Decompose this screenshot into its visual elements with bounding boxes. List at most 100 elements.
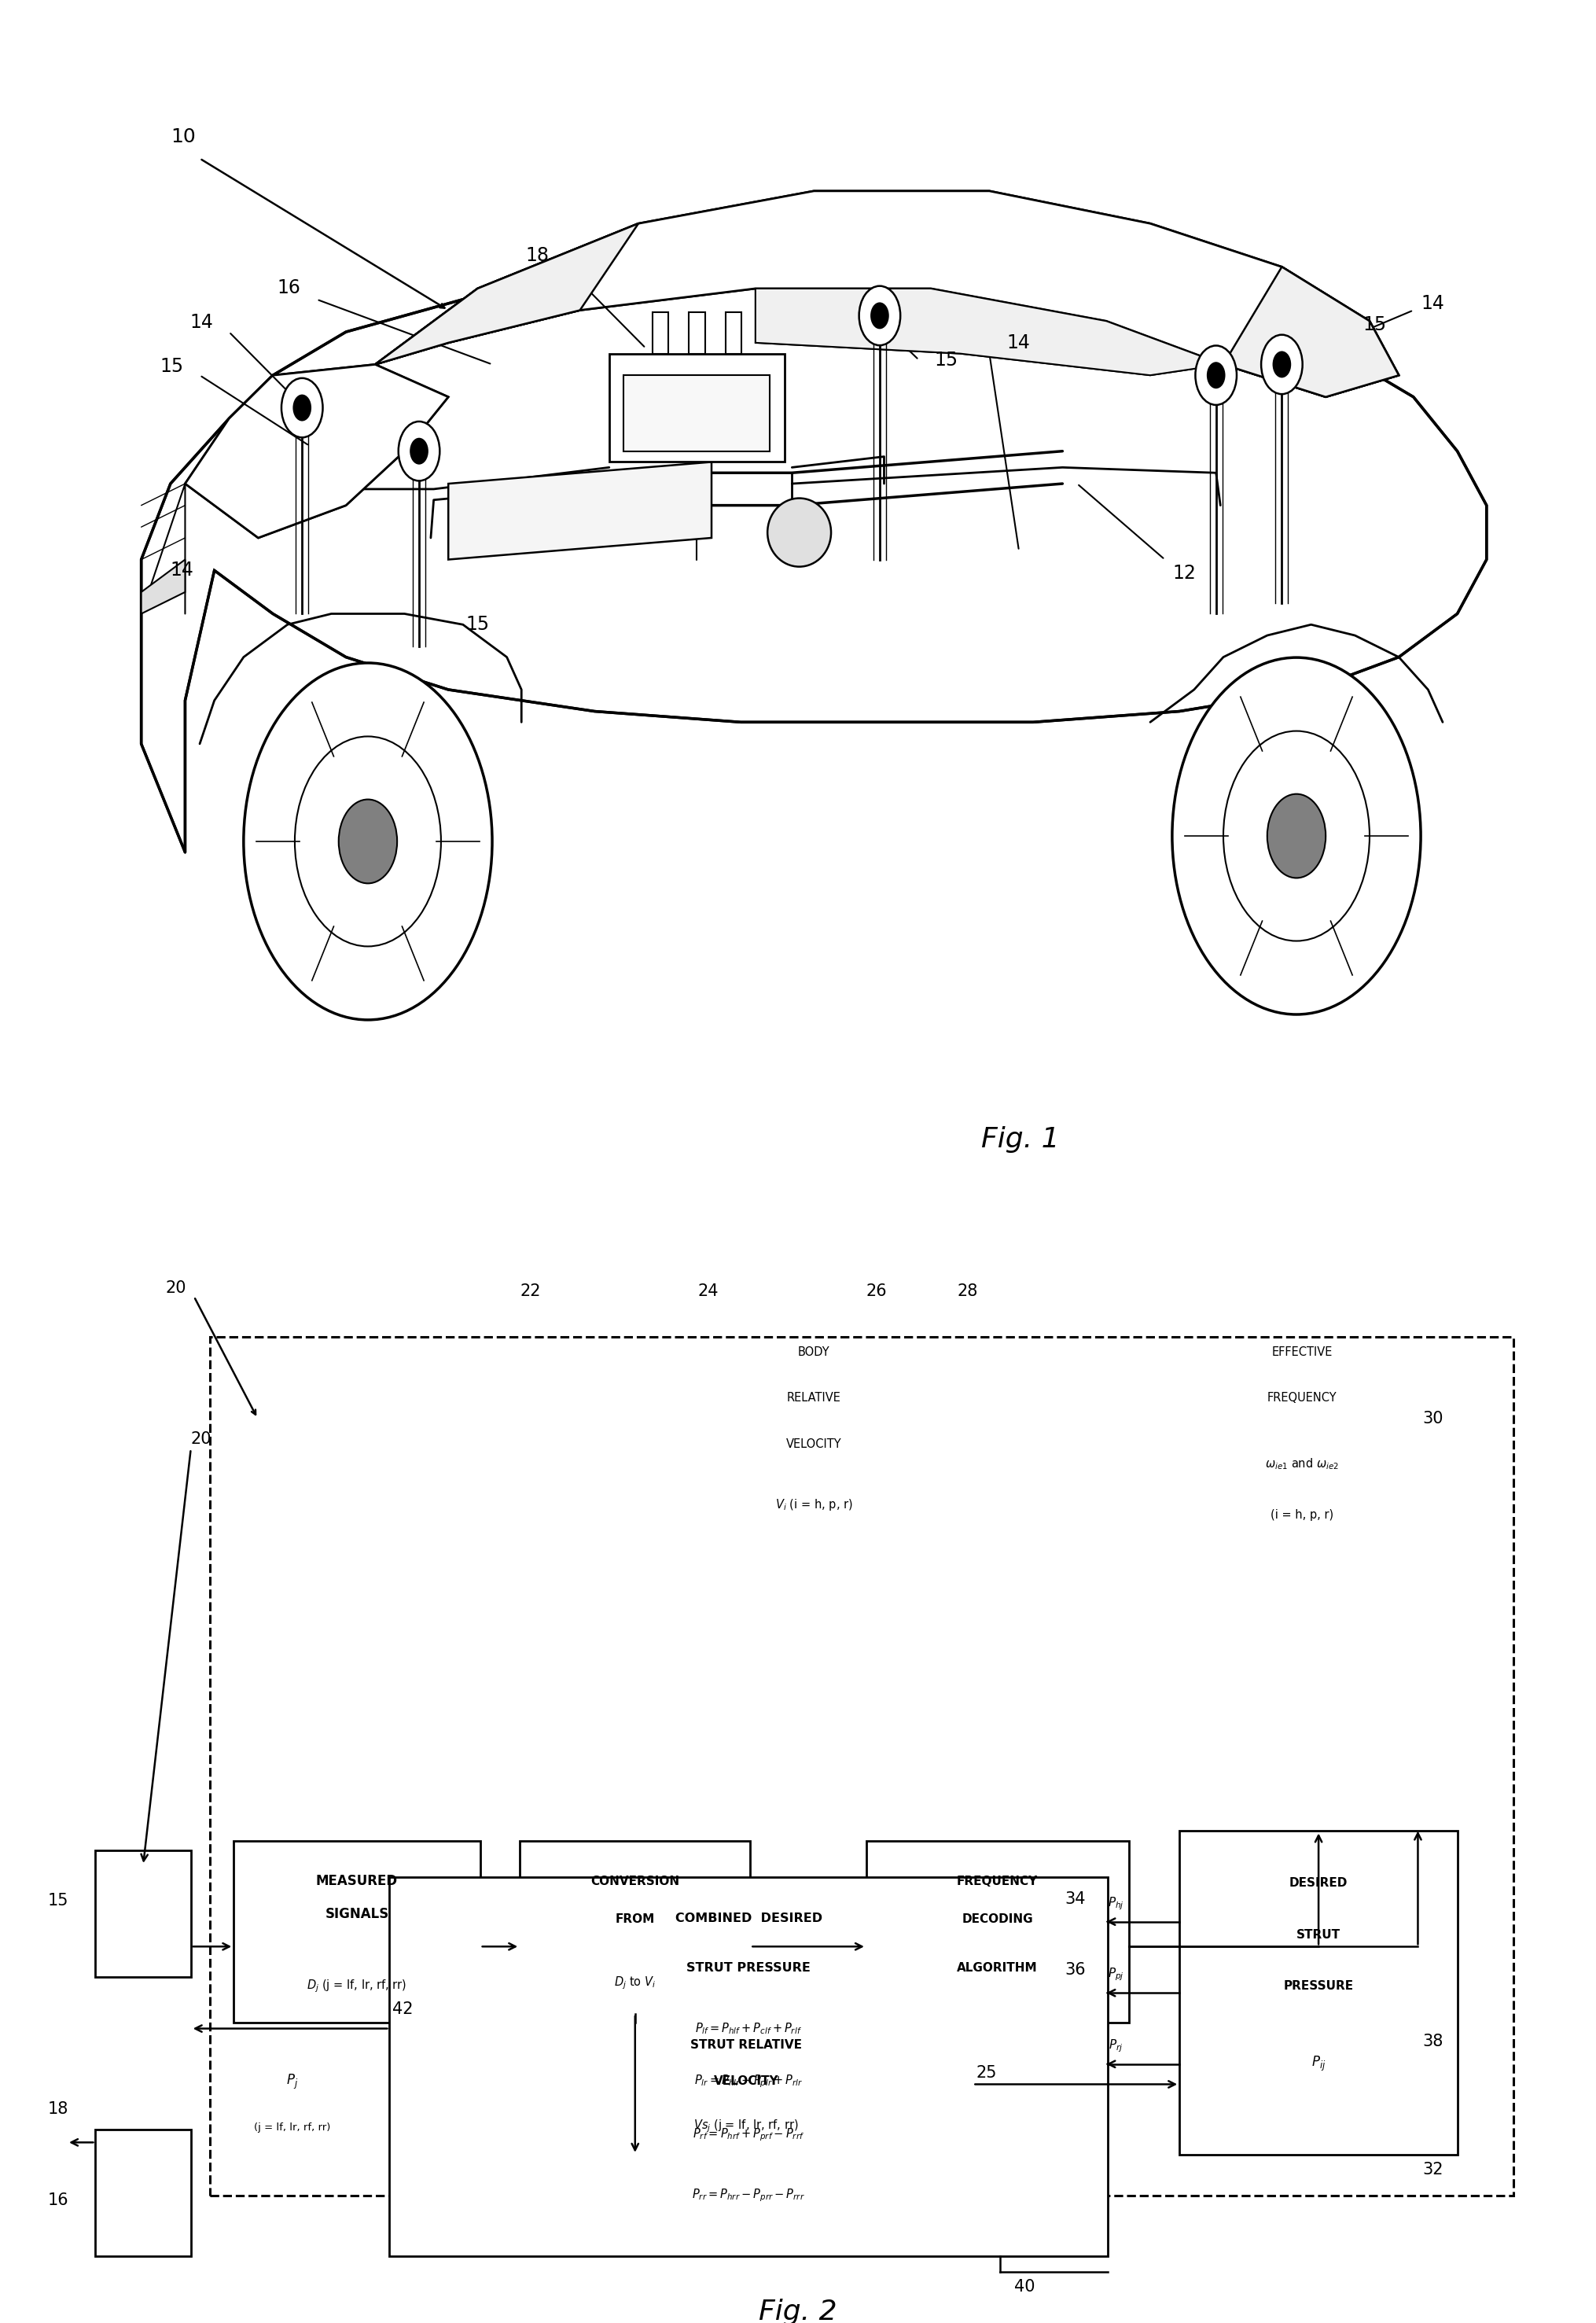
- Text: VELOCITY: VELOCITY: [713, 2074, 779, 2088]
- Text: $\omega_{ie1}$ and $\omega_{ie2}$: $\omega_{ie1}$ and $\omega_{ie2}$: [1266, 1457, 1339, 1470]
- Text: FREQUENCY: FREQUENCY: [958, 1875, 1037, 1886]
- Text: $P_{hj}$: $P_{hj}$: [1108, 1896, 1124, 1912]
- Polygon shape: [375, 223, 638, 365]
- Text: 16: 16: [48, 2193, 69, 2209]
- Text: 24: 24: [697, 1285, 718, 1299]
- Text: 26: 26: [867, 1285, 887, 1299]
- Text: RELATIVE: RELATIVE: [787, 1391, 841, 1403]
- Text: 15: 15: [1363, 316, 1387, 335]
- Text: MEASURED: MEASURED: [316, 1875, 397, 1889]
- Bar: [653, 314, 669, 353]
- Text: STRUT PRESSURE: STRUT PRESSURE: [686, 1963, 811, 1975]
- Circle shape: [292, 395, 311, 420]
- Text: 22: 22: [520, 1285, 541, 1299]
- Text: 14: 14: [1422, 295, 1444, 314]
- Text: EFFECTIVE: EFFECTIVE: [1272, 1347, 1333, 1359]
- Text: STRUT RELATIVE: STRUT RELATIVE: [691, 2040, 803, 2051]
- Circle shape: [281, 379, 322, 437]
- Polygon shape: [140, 267, 1486, 853]
- Text: STRUT: STRUT: [1296, 1928, 1341, 1940]
- Text: Fig. 2: Fig. 2: [758, 2300, 838, 2323]
- Text: 15: 15: [466, 616, 490, 634]
- Bar: [211, 1338, 1513, 2195]
- Circle shape: [295, 736, 440, 945]
- Text: 32: 32: [1422, 2163, 1443, 2179]
- Text: 16: 16: [278, 279, 300, 297]
- Text: PRESSURE: PRESSURE: [1283, 1982, 1353, 1993]
- Text: 14: 14: [190, 314, 214, 332]
- Text: $Vs_j$ (j = lf, lr, rf, rr): $Vs_j$ (j = lf, lr, rf, rr): [694, 2119, 800, 2135]
- Text: 15: 15: [935, 351, 958, 369]
- Text: 25: 25: [977, 2065, 998, 2081]
- Text: $D_j$ to $V_i$: $D_j$ to $V_i$: [614, 1975, 656, 1991]
- Text: DECODING: DECODING: [962, 1914, 1033, 1926]
- Text: $D_j$ (j = lf, lr, rf, rr): $D_j$ (j = lf, lr, rf, rr): [306, 1979, 407, 1995]
- Text: ALGORITHM: ALGORITHM: [958, 1963, 1037, 1975]
- Polygon shape: [375, 190, 1398, 397]
- Circle shape: [410, 437, 428, 465]
- Bar: [726, 314, 742, 353]
- Text: BODY: BODY: [798, 1347, 830, 1359]
- Text: 14: 14: [171, 560, 195, 581]
- Circle shape: [244, 662, 492, 1020]
- Text: 14: 14: [1007, 332, 1029, 353]
- Circle shape: [1207, 362, 1226, 388]
- Circle shape: [338, 799, 397, 883]
- Circle shape: [1171, 657, 1420, 1015]
- Text: 34: 34: [1065, 1891, 1085, 1907]
- Text: (j = lf, lr, rf, rr): (j = lf, lr, rf, rr): [254, 2123, 330, 2133]
- Bar: [689, 314, 705, 353]
- Text: (i = h, p, r): (i = h, p, r): [1270, 1510, 1333, 1522]
- Text: 18: 18: [48, 2100, 69, 2116]
- Bar: [96, 2130, 192, 2256]
- Bar: [520, 1842, 750, 2023]
- Text: $P_{rf} = P_{hrf} + P_{prf} - P_{rrf}$: $P_{rf} = P_{hrf} + P_{prf} - P_{rrf}$: [693, 2128, 804, 2142]
- Text: FREQUENCY: FREQUENCY: [1267, 1391, 1337, 1403]
- Text: VELOCITY: VELOCITY: [787, 1438, 841, 1450]
- Text: $P_{lf} = P_{hlf} + P_{clf} + P_{rlf}$: $P_{lf} = P_{hlf} + P_{clf} + P_{rlf}$: [696, 2021, 803, 2035]
- Polygon shape: [448, 462, 712, 560]
- Bar: [867, 1842, 1128, 2023]
- Circle shape: [1267, 794, 1326, 878]
- Text: Fig. 1: Fig. 1: [982, 1127, 1060, 1152]
- Bar: [1179, 1831, 1457, 2156]
- Polygon shape: [140, 560, 185, 613]
- Text: 36: 36: [1065, 1963, 1085, 1977]
- Text: 40: 40: [1015, 2279, 1036, 2295]
- Text: 10: 10: [171, 128, 195, 146]
- Text: 20: 20: [192, 1431, 212, 1447]
- Text: $P_{ij}$: $P_{ij}$: [1312, 2056, 1326, 2072]
- Text: 15: 15: [48, 1893, 69, 1910]
- Text: $P_{rr} = P_{hrr} - P_{prr} - P_{rrr}$: $P_{rr} = P_{hrr} - P_{prr} - P_{rrr}$: [693, 2188, 806, 2205]
- Bar: [96, 1849, 192, 1977]
- Bar: [389, 1877, 1108, 2256]
- Polygon shape: [185, 365, 448, 539]
- Text: FROM: FROM: [616, 1914, 654, 1926]
- Polygon shape: [610, 353, 785, 462]
- Polygon shape: [624, 376, 769, 451]
- Text: 15: 15: [160, 358, 184, 376]
- Text: 18: 18: [525, 246, 549, 265]
- Text: DESIRED: DESIRED: [1290, 1877, 1347, 1889]
- Text: CONVERSION: CONVERSION: [591, 1875, 680, 1886]
- Circle shape: [859, 286, 900, 346]
- Text: $P_j$: $P_j$: [287, 2072, 298, 2091]
- Text: 28: 28: [958, 1285, 978, 1299]
- Circle shape: [1272, 351, 1291, 379]
- Text: 20: 20: [166, 1280, 187, 1296]
- Circle shape: [399, 420, 440, 481]
- Polygon shape: [755, 288, 1224, 376]
- Ellipse shape: [768, 497, 832, 567]
- Text: 38: 38: [1422, 2033, 1443, 2049]
- Circle shape: [870, 302, 889, 330]
- Text: SIGNALS: SIGNALS: [326, 1907, 389, 1921]
- Circle shape: [1195, 346, 1237, 404]
- Text: 12: 12: [1173, 564, 1197, 583]
- Text: $V_i$ (i = h, p, r): $V_i$ (i = h, p, r): [776, 1498, 852, 1512]
- Bar: [520, 2014, 974, 2156]
- Text: COMBINED  DESIRED: COMBINED DESIRED: [675, 1912, 822, 1923]
- Text: $P_{lr} = P_{hlr} - P_{plr} + P_{rlr}$: $P_{lr} = P_{hlr} - P_{plr} + P_{rlr}$: [694, 2074, 803, 2091]
- Text: 42: 42: [393, 2002, 413, 2016]
- Text: $P_{pj}$: $P_{pj}$: [1108, 1968, 1124, 1984]
- Circle shape: [1224, 732, 1369, 941]
